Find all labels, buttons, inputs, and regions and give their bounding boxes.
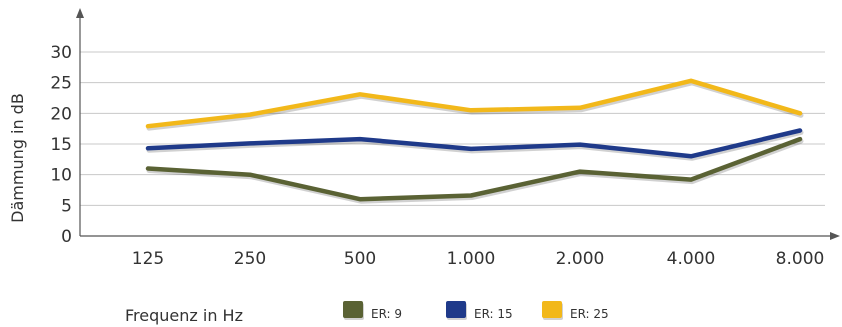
y-tick-label: 0	[61, 227, 72, 247]
y-tick-label: 10	[50, 166, 72, 186]
series-line-shadow	[146, 80, 804, 131]
series-line-2	[145, 78, 803, 129]
x-tick-label: 8.000	[776, 249, 825, 269]
legend: ER: 9 ER: 15 ER: 25	[343, 301, 609, 321]
x-tick-label: 2.000	[556, 249, 605, 269]
series-line-0	[145, 136, 803, 202]
legend-label: ER: 15	[474, 307, 513, 321]
y-tick-labels: 0 5 10 15 20 25 30	[50, 43, 72, 247]
x-tick-label: 500	[344, 249, 376, 269]
legend-label: ER: 9	[371, 307, 402, 321]
x-tick-labels: 125 250 500 1.000 2.000 4.000 8.000	[132, 249, 825, 269]
x-axis-arrow-icon	[830, 232, 840, 240]
x-tick-label: 125	[132, 249, 164, 269]
series-lines	[145, 78, 804, 204]
y-tick-label: 15	[50, 135, 72, 155]
x-tick-label: 4.000	[667, 249, 716, 269]
y-axis-arrow-icon	[76, 8, 84, 18]
legend-swatch	[446, 301, 466, 318]
x-tick-label: 1.000	[447, 249, 496, 269]
series-line-1	[145, 128, 803, 159]
y-tick-label: 5	[61, 196, 72, 216]
y-tick-label: 20	[50, 104, 72, 124]
legend-swatch	[343, 301, 363, 318]
y-tick-label: 25	[50, 74, 72, 94]
y-tick-label: 30	[50, 43, 72, 63]
axes	[76, 8, 840, 240]
y-axis-label: Dämmung in dB	[8, 93, 27, 223]
x-axis-label: Frequenz in Hz	[125, 306, 243, 325]
legend-label: ER: 25	[570, 307, 609, 321]
x-tick-label: 250	[234, 249, 266, 269]
grid	[80, 51, 825, 206]
legend-swatch	[542, 301, 562, 318]
